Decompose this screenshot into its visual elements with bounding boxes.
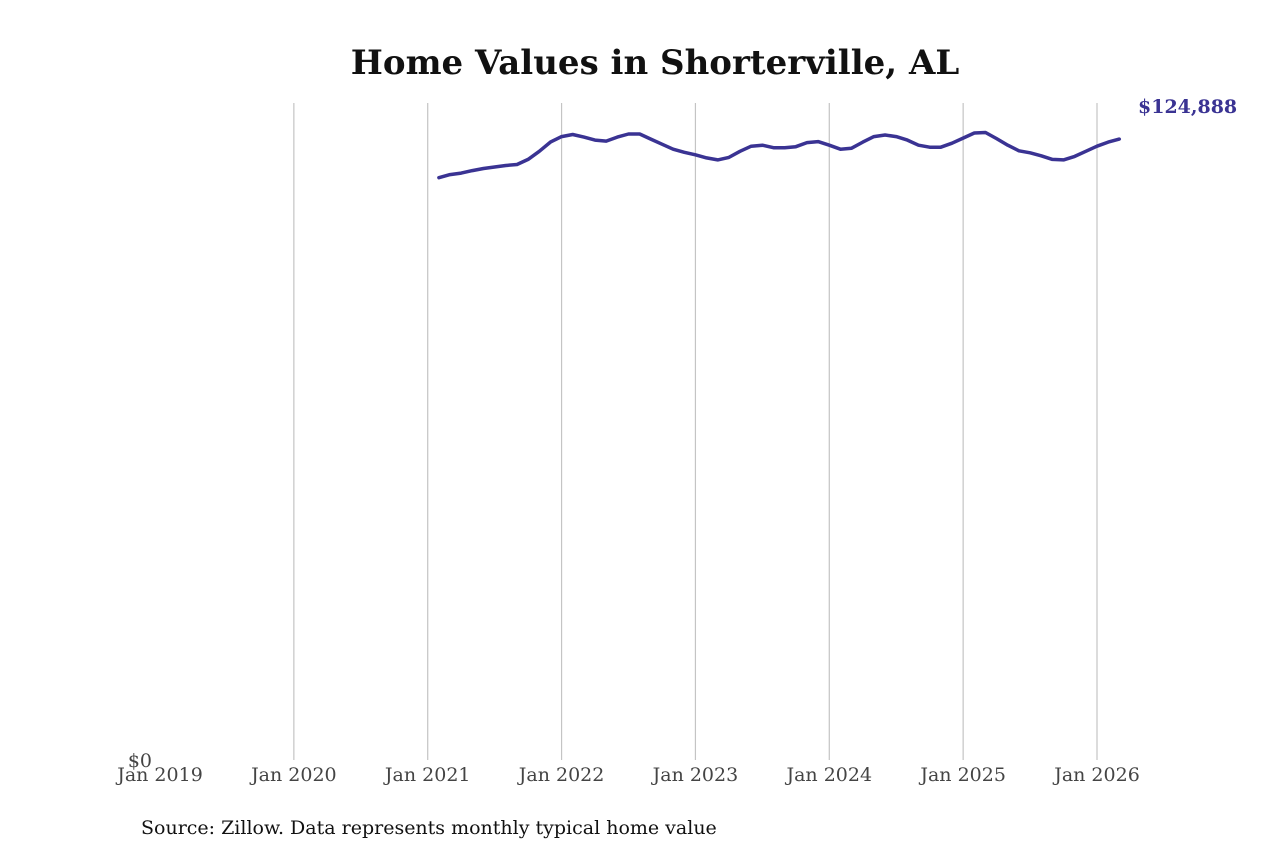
- home-value-line: [437, 130, 1122, 180]
- x-tick-label: Jan 2025: [918, 764, 1006, 786]
- vertical-gridlines: [293, 103, 1098, 760]
- chart-title: Home Values in Shorterville, AL: [351, 43, 960, 83]
- x-tick-label: Jan 2021: [383, 764, 471, 786]
- x-tick-label: Jan 2024: [784, 764, 872, 786]
- x-tick-label: Jan 2023: [651, 764, 739, 786]
- x-tick-label: Jan 2020: [249, 764, 337, 786]
- source-note: Source: Zillow. Data represents monthly …: [141, 817, 717, 839]
- latest-value-label: $124,888: [1138, 96, 1237, 118]
- x-tick-label: Jan 2019: [115, 764, 203, 786]
- x-axis-ticks: Jan 2019 Jan 2020 Jan 2021 Jan 2022 Jan 2023…: [115, 764, 1140, 786]
- x-tick-label: Jan 2026: [1052, 764, 1140, 786]
- x-tick-label: Jan 2022: [517, 764, 605, 786]
- y-tick-label-zero: $0: [128, 750, 152, 772]
